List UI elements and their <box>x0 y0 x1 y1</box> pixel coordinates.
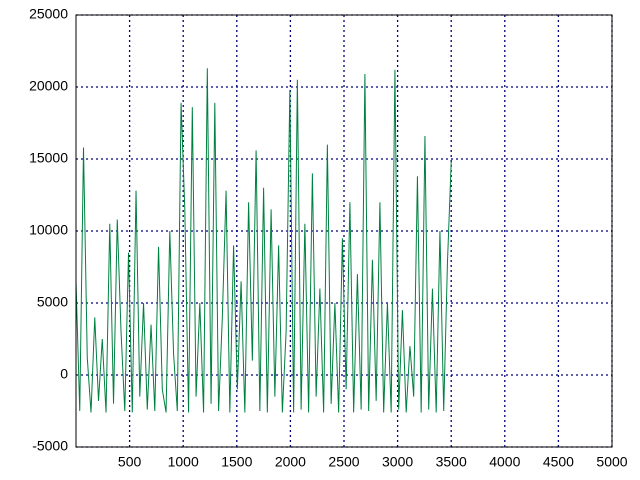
y-tick-label: 10000 <box>29 222 68 238</box>
x-tick-label: 3500 <box>436 454 467 470</box>
x-tick-label: 4500 <box>543 454 574 470</box>
y-tick-label: 25000 <box>29 6 68 22</box>
y-tick-label: 0 <box>60 366 68 382</box>
x-tick-label: 500 <box>118 454 142 470</box>
x-tick-label: 4000 <box>489 454 520 470</box>
y-tick-label: 15000 <box>29 150 68 166</box>
y-tick-label: 20000 <box>29 78 68 94</box>
x-tick-label: 2000 <box>275 454 306 470</box>
x-tick-label: 1000 <box>168 454 199 470</box>
x-tick-label: 3000 <box>382 454 413 470</box>
x-tick-label: 2500 <box>328 454 359 470</box>
x-tick-label: 1500 <box>221 454 252 470</box>
data-line <box>75 68 452 413</box>
y-tick-label: 5000 <box>37 294 68 310</box>
x-tick-label: 5000 <box>596 454 627 470</box>
plot-frame <box>75 14 613 448</box>
y-tick-label: -5000 <box>32 438 68 454</box>
